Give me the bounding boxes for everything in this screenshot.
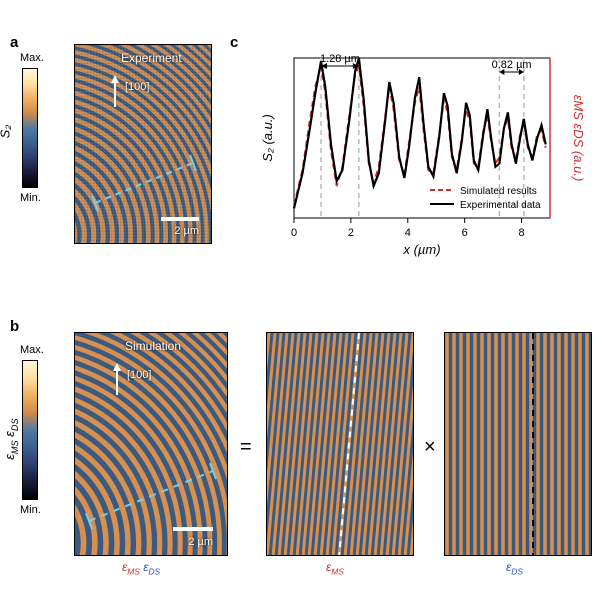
- svg-text:Simulated results: Simulated results: [460, 186, 537, 197]
- panel-b-colorbar: Max. Min.: [22, 360, 38, 500]
- cb-a-min: Min.: [20, 192, 41, 204]
- colorbar-gradient-b: [22, 360, 38, 500]
- panel-b-ds: [444, 332, 592, 556]
- panel-a-image: Experiment [100] 2 µm: [74, 44, 212, 244]
- cb-a-axis-text: S₂: [0, 125, 12, 139]
- panel-b-ms: [266, 332, 414, 556]
- cb-b-min: Min.: [20, 504, 41, 516]
- panel-b2-svg: [267, 333, 414, 556]
- panel-b-scalebar: [173, 527, 213, 531]
- svg-text:Experimental data: Experimental data: [460, 200, 541, 211]
- svg-text:6: 6: [462, 227, 468, 239]
- panel-b-scalebar-label: 2 µm: [188, 536, 213, 548]
- panel-b-label: b: [10, 318, 19, 335]
- cb-b-axis-text: εMS εDS: [2, 418, 17, 459]
- panel-b3-svg: [445, 333, 592, 556]
- panel-b3-sublabel: εDS: [506, 560, 523, 576]
- panel-a-scalebar-label: 2 µm: [174, 225, 199, 237]
- svg-text:8: 8: [518, 227, 524, 239]
- panel-a-profile-line: [75, 45, 212, 244]
- panel-b2-sublabel: εMS: [326, 560, 344, 576]
- panel-b1-sublabel: εMS εDS: [122, 560, 160, 576]
- panel-b-profile-line: [75, 333, 228, 556]
- panel-a-colorbar: Max. Min.: [22, 68, 38, 188]
- equals-sign: =: [240, 436, 252, 459]
- panel-a-scalebar: [161, 217, 199, 221]
- panel-c-chart: 0 2 4 6 8 x (µm) S₂ (a.u.) εMS εDS (a.u.) 1.28 µ…: [258, 42, 586, 260]
- cb-b-max: Max.: [20, 344, 44, 356]
- svg-text:1.28 µm: 1.28 µm: [320, 53, 360, 65]
- cb-a-axis: S₂: [0, 125, 12, 139]
- cb-a-max: Max.: [20, 52, 44, 64]
- svg-text:0: 0: [291, 227, 297, 239]
- cb-b-axis: εMS εDS: [2, 410, 20, 460]
- svg-text:4: 4: [405, 227, 411, 239]
- svg-text:εMS εDS (a.u.): εMS εDS (a.u.): [571, 95, 586, 182]
- panel-a-label: a: [10, 34, 18, 51]
- colorbar-gradient-a: [22, 68, 38, 188]
- svg-text:x (µm): x (µm): [402, 242, 440, 257]
- times-sign: ×: [424, 436, 436, 459]
- svg-text:S₂ (a.u.): S₂ (a.u.): [260, 114, 275, 162]
- svg-text:0.82 µm: 0.82 µm: [492, 59, 532, 71]
- svg-text:2: 2: [348, 227, 354, 239]
- panel-c-label: c: [230, 34, 238, 51]
- panel-c-svg: 0 2 4 6 8 x (µm) S₂ (a.u.) εMS εDS (a.u.) 1.28 µ…: [258, 42, 586, 260]
- panel-b-combined: Simulation [100] 2 µm: [74, 332, 228, 556]
